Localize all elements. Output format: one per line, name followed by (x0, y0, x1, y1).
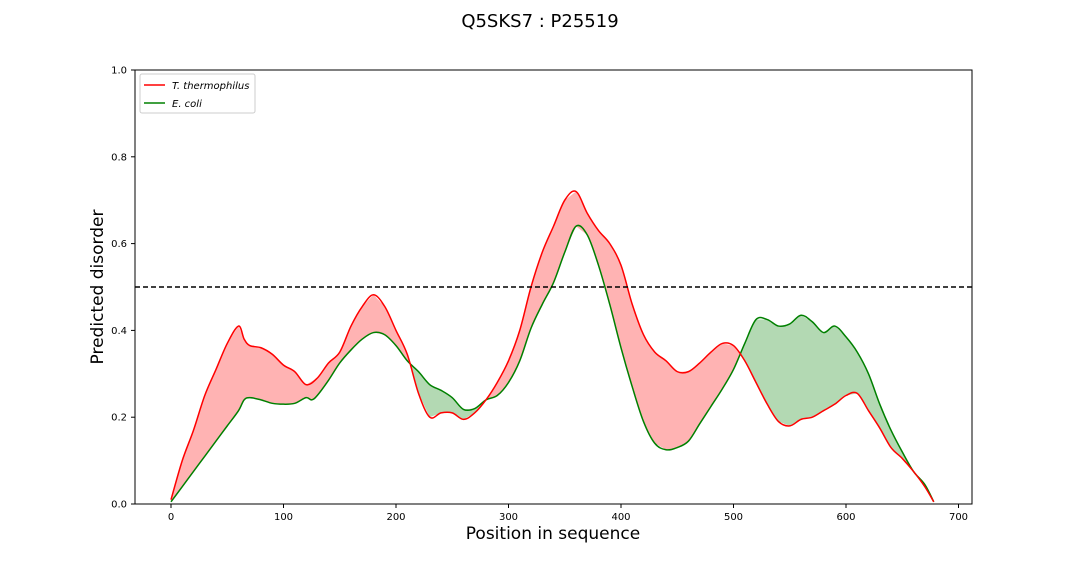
y-axis-ticks: 0.0 0.2 0.4 0.6 0.8 1.0 (111, 66, 135, 511)
series-line-t-thermophilus (170, 190, 935, 503)
y-tick-label: 0.2 (111, 413, 127, 424)
y-tick-label: 1.0 (111, 66, 127, 77)
fill-area-e-coli-higher (409, 363, 486, 420)
x-tick-label: 200 (386, 512, 405, 523)
y-tick-label: 0.8 (111, 152, 127, 163)
plot-frame (134, 69, 973, 505)
series-lines (170, 190, 935, 503)
fill-between-areas (171, 191, 934, 502)
y-tick-label: 0.0 (111, 500, 127, 511)
y-tick-label: 0.6 (111, 239, 127, 250)
legend-label-e-coli: E. coli (172, 99, 202, 110)
legend-label-t-thermophilus: T. thermophilus (172, 81, 249, 92)
fill-area-t-thermophilus-higher (171, 294, 410, 502)
x-tick-label: 500 (724, 512, 743, 523)
x-axis-label: Position in sequence (466, 524, 640, 544)
series-line-e-coli (170, 224, 935, 503)
y-tick-label: 0.4 (111, 326, 127, 337)
fill-area-e-coli-higher (740, 315, 934, 502)
legend-box (139, 73, 256, 114)
x-axis-ticks: 0 100 200 300 400 500 600 700 (168, 504, 968, 523)
fill-area-t-thermophilus-higher (486, 191, 741, 450)
y-axis-label: Predicted disorder (88, 210, 108, 365)
chart-title: Q5SKS7 : P25519 (461, 11, 618, 32)
x-tick-label: 0 (168, 512, 174, 523)
legend: T. thermophilus E. coli (139, 73, 256, 114)
x-tick-label: 400 (611, 512, 630, 523)
x-tick-label: 600 (836, 512, 855, 523)
x-tick-label: 700 (949, 512, 968, 523)
x-tick-label: 300 (499, 512, 518, 523)
x-tick-label: 100 (274, 512, 293, 523)
